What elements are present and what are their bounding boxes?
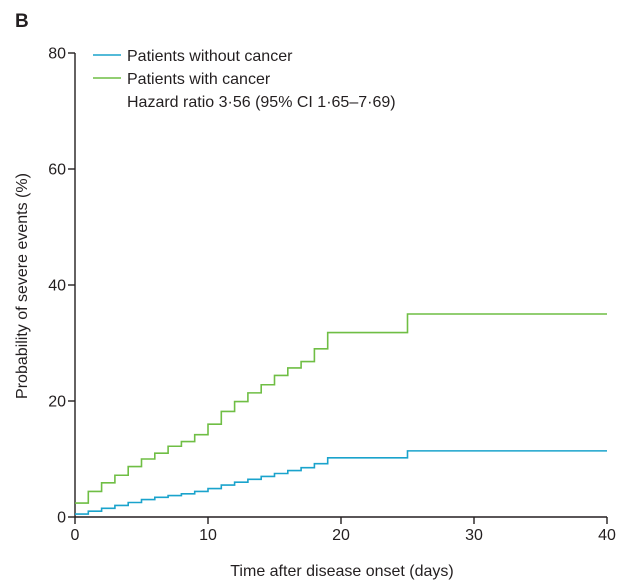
x-axis-title: Time after disease onset (days) bbox=[230, 563, 454, 580]
y-tick-label: 0 bbox=[57, 510, 66, 527]
legend: Patients without cancer Patients with ca… bbox=[93, 48, 396, 111]
legend-label-without-cancer: Patients without cancer bbox=[127, 48, 293, 65]
y-tick-label: 20 bbox=[48, 394, 66, 411]
y-axis: 0 20 40 60 80 bbox=[48, 46, 76, 527]
legend-label-with-cancer: Patients with cancer bbox=[127, 71, 271, 88]
y-tick-label: 40 bbox=[48, 278, 66, 295]
x-tick-label: 20 bbox=[332, 527, 350, 544]
series-line-with-cancer bbox=[75, 313, 607, 504]
series-group bbox=[75, 313, 607, 515]
x-tick-label: 40 bbox=[598, 527, 616, 544]
x-axis: 0 10 20 30 40 bbox=[71, 516, 616, 544]
y-ticks: 0 20 40 60 80 bbox=[48, 46, 75, 527]
y-tick-label: 60 bbox=[48, 162, 66, 179]
x-tick-label: 30 bbox=[465, 527, 483, 544]
y-axis-title: Probability of severe events (%) bbox=[14, 173, 31, 399]
hazard-ratio-annotation: Hazard ratio 3·56 (95% CI 1·65–7·69) bbox=[127, 94, 396, 111]
series-line-without-cancer bbox=[75, 450, 607, 515]
x-tick-label: 10 bbox=[199, 527, 217, 544]
y-tick-label: 80 bbox=[48, 46, 66, 63]
panel-label: B bbox=[15, 11, 29, 32]
x-ticks: 0 10 20 30 40 bbox=[71, 517, 616, 544]
x-tick-label: 0 bbox=[71, 527, 80, 544]
